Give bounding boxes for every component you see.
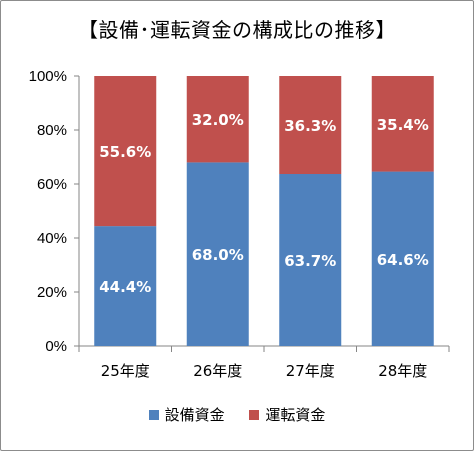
data-label: 36.3% [284, 117, 336, 135]
chart-title: 【設備･運転資金の構成比の推移】 [78, 18, 396, 42]
data-label: 35.4% [377, 116, 429, 134]
bar-setsubi-2 [279, 174, 342, 346]
data-label: 55.6% [99, 143, 151, 161]
bar-setsubi-1 [186, 162, 249, 346]
data-label: 44.4% [99, 278, 151, 296]
bar-setsubi-3 [371, 171, 434, 346]
legend-item-series-1: 運転資金 [249, 404, 325, 425]
x-tick-label: 28年度 [378, 362, 427, 380]
x-tick-label: 25年度 [101, 362, 150, 380]
x-tick-label: 26年度 [193, 362, 242, 380]
legend-item-series-0: 設備資金 [148, 404, 225, 425]
legend-swatch-icon [148, 409, 159, 420]
legend-label: 運転資金 [265, 406, 326, 424]
bar-unten-1 [186, 76, 249, 163]
bar-unten-3 [371, 76, 434, 172]
y-tick-label: 20% [37, 284, 67, 301]
data-label: 32.0% [192, 111, 244, 129]
bar-unten-2 [279, 76, 342, 175]
y-tick-label: 60% [37, 176, 67, 193]
data-label: 63.7% [284, 252, 336, 270]
data-label: 64.6% [377, 251, 429, 269]
legend-swatch-icon [249, 409, 260, 420]
bar-setsubi-0 [94, 226, 157, 346]
y-tick-label: 0% [45, 338, 67, 355]
x-tick-label: 27年度 [286, 362, 335, 380]
bar-unten-0 [94, 76, 157, 227]
legend: 設備資金 運転資金 [0, 404, 474, 425]
y-tick-label: 80% [37, 122, 67, 139]
y-tick-label: 100% [29, 68, 67, 85]
y-tick-label: 40% [37, 230, 67, 247]
legend-label: 設備資金 [164, 406, 225, 424]
data-label: 68.0% [192, 246, 244, 264]
